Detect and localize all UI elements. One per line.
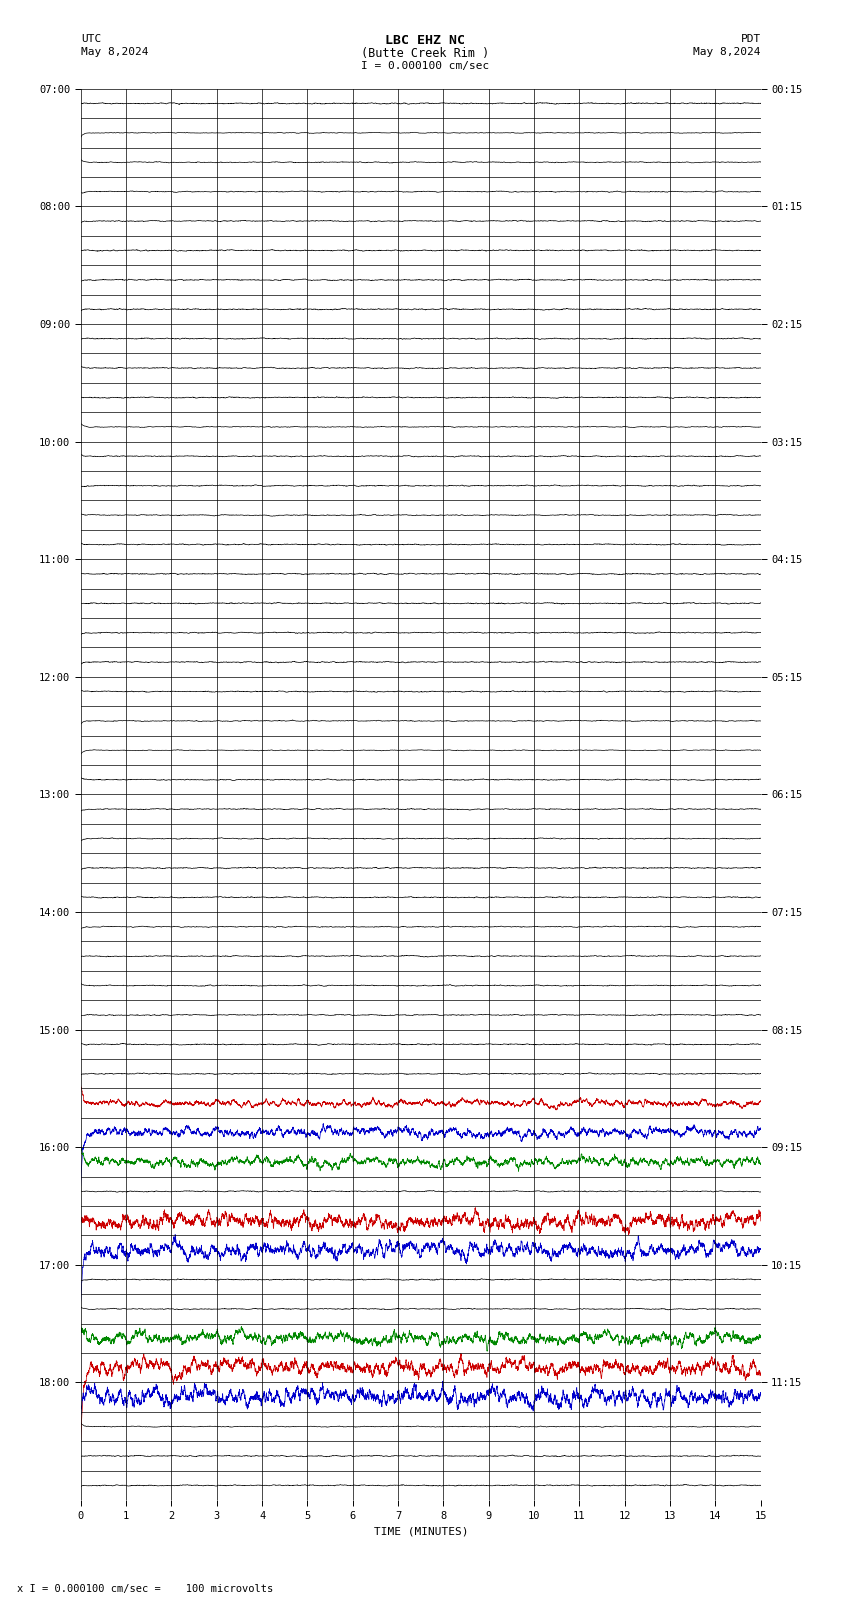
Text: May 8,2024: May 8,2024 [81,47,148,56]
X-axis label: TIME (MINUTES): TIME (MINUTES) [373,1526,468,1536]
Text: LBC EHZ NC: LBC EHZ NC [385,34,465,47]
Text: x I = 0.000100 cm/sec =    100 microvolts: x I = 0.000100 cm/sec = 100 microvolts [17,1584,273,1594]
Text: PDT: PDT [740,34,761,44]
Text: May 8,2024: May 8,2024 [694,47,761,56]
Text: (Butte Creek Rim ): (Butte Creek Rim ) [361,47,489,60]
Text: I = 0.000100 cm/sec: I = 0.000100 cm/sec [361,61,489,71]
Text: UTC: UTC [81,34,101,44]
